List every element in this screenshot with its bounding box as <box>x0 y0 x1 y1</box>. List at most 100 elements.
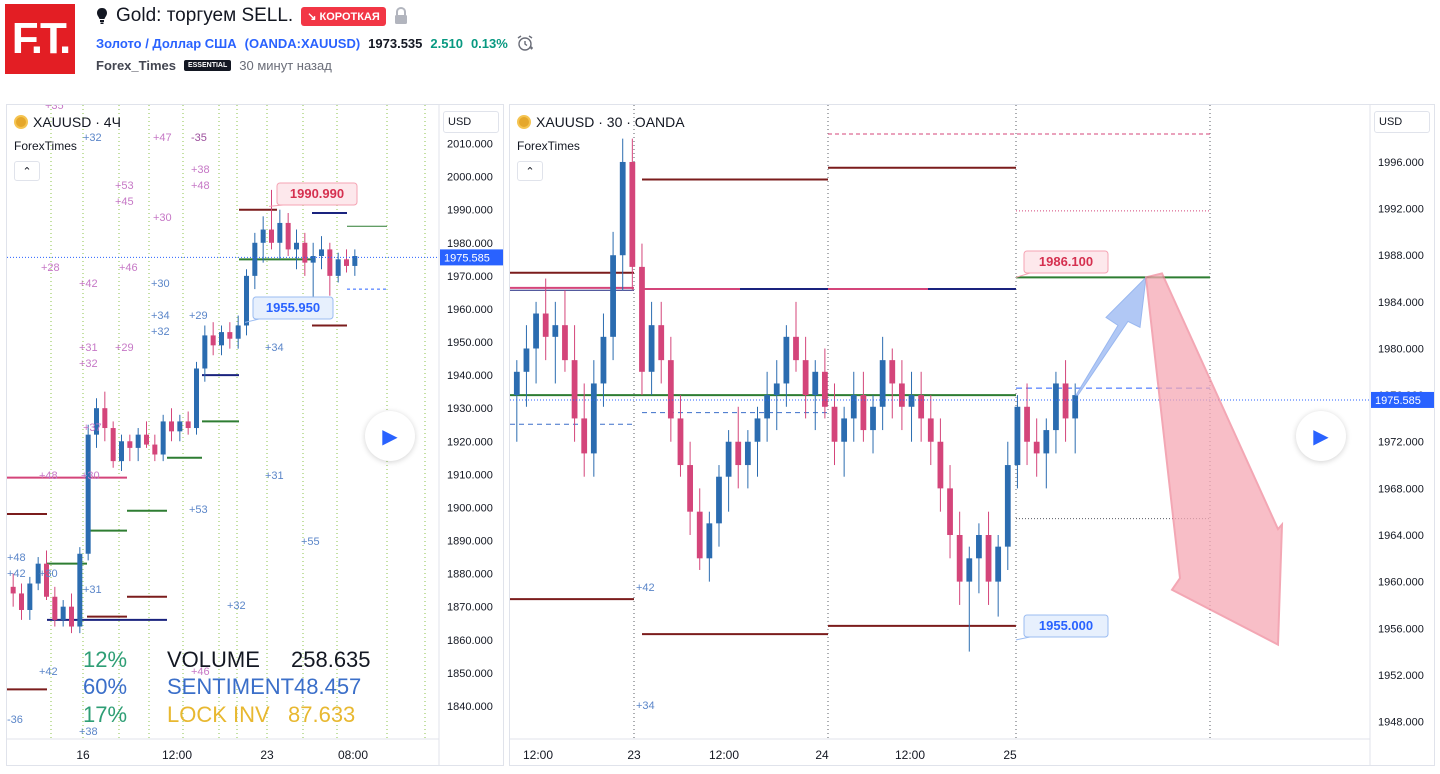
candle-body <box>44 563 49 597</box>
play-icon: ▶ <box>1313 425 1329 448</box>
price-callout-pointer <box>1015 636 1031 641</box>
price-axis-label: 1850.000 <box>447 668 493 680</box>
candle-body <box>687 465 693 512</box>
candle-body <box>523 348 530 372</box>
left-chart-legend[interactable]: XAUUSD · 4Ч <box>14 114 121 130</box>
candle-body <box>927 418 934 442</box>
right-play-button[interactable]: ▶ <box>1296 411 1346 461</box>
candle-body <box>639 266 645 372</box>
left-chart-pane[interactable]: 2010.000 2000.000 1990.000 1980.000 1970.000… <box>6 104 504 766</box>
time-axis-label: 25 <box>1003 748 1017 762</box>
candle-body <box>285 222 291 250</box>
candle-body <box>725 441 732 477</box>
candle-body <box>352 256 358 266</box>
candle-body <box>1043 430 1050 454</box>
order-counter-label: -35 <box>191 132 207 144</box>
price-axis-label: 1960.000 <box>447 304 493 316</box>
candle-body <box>1053 383 1059 431</box>
price-axis-label: 1980.000 <box>1378 343 1424 355</box>
time-axis-label: 08:00 <box>338 748 368 762</box>
order-counter-label: +55 <box>301 536 320 548</box>
price-axis-label: 2000.000 <box>447 172 493 184</box>
alarm-clock-icon[interactable] <box>516 34 534 52</box>
price-axis-label: 1940.000 <box>447 370 493 382</box>
right-chart-pane[interactable]: 1996.000 1992.000 1988.000 1984.000 1980.000… <box>509 104 1435 766</box>
candle-body <box>277 222 283 243</box>
time-axis-label: 12:00 <box>709 748 739 762</box>
right-currency-selector[interactable]: USD <box>1374 111 1430 133</box>
sentiment-value: 48.457 <box>294 674 362 699</box>
stat-pct-1: 12% <box>83 647 128 672</box>
order-counter-label: +30 <box>81 470 100 482</box>
order-counter-label: +31 <box>79 342 98 354</box>
symbol-code-link[interactable]: (OANDA:XAUUSD) <box>244 35 361 51</box>
candle-body <box>52 596 58 620</box>
price-change: 2.510 <box>430 35 463 51</box>
left-chart-canvas[interactable]: 2010.000 2000.000 1990.000 1980.000 1970.000… <box>7 105 504 766</box>
candle-body <box>889 360 896 384</box>
volume-label: VOLUME <box>167 647 260 672</box>
candle-body <box>102 408 108 429</box>
price-axis-label: 1920.000 <box>447 436 493 448</box>
candle-body <box>202 335 208 369</box>
candle-body <box>744 441 751 466</box>
chevron-up-icon[interactable]: ⌃ <box>14 161 40 181</box>
candle-body <box>260 229 266 243</box>
candle-body <box>60 606 66 620</box>
order-counter-label: -36 <box>7 714 23 726</box>
candle-body <box>533 313 539 349</box>
lock-icon <box>394 7 407 24</box>
left-indicator-name[interactable]: ForexTimes <box>14 139 77 153</box>
candle-body <box>581 418 588 454</box>
chevron-up-icon[interactable]: ⌃ <box>517 161 543 181</box>
candle-body <box>860 395 867 431</box>
right-chart-legend[interactable]: XAUUSD · 30 · OANDA <box>517 114 685 130</box>
symbol-name-link[interactable]: Золото / Доллар США <box>96 35 237 51</box>
order-counter-label: +48 <box>191 180 210 192</box>
sentiment-label: SENTIMENT <box>167 674 295 699</box>
price-axis-label: 1952.000 <box>1378 670 1424 682</box>
idea-title-row: Gold: торгуем SELL. ↘ КОРОТКАЯ <box>96 5 408 27</box>
gold-coin-icon <box>517 115 531 129</box>
price-callout-box <box>276 182 358 206</box>
candle-body <box>985 535 992 582</box>
price-axis-label: 1968.000 <box>1378 483 1424 495</box>
candle-body <box>513 371 520 396</box>
candle-body <box>590 383 597 454</box>
price-axis-label: 1970.000 <box>447 271 493 283</box>
candle-body <box>294 242 299 250</box>
candle-body <box>77 553 83 627</box>
last-price-badge-text: 1975.585 <box>444 252 490 264</box>
candle-body <box>793 336 799 361</box>
left-play-button[interactable]: ▶ <box>365 411 415 461</box>
candle-body <box>648 325 655 372</box>
candle-body <box>552 325 559 337</box>
author-name[interactable]: Forex_Times <box>96 58 176 73</box>
left-chart-symbol: XAUUSD · 4Ч <box>33 114 121 130</box>
candle-body <box>152 444 158 455</box>
price-callout-pointer <box>268 204 284 207</box>
price-callout-text: 1986.100 <box>1039 254 1093 269</box>
candle-body <box>144 434 149 445</box>
candle-body <box>252 242 258 276</box>
price-axis-label: 1870.000 <box>447 602 493 614</box>
candle-body <box>918 395 925 419</box>
stat-pct-2: 60% <box>83 674 128 699</box>
candle-body <box>302 242 308 263</box>
candle-body <box>1062 383 1069 419</box>
price-callout-pointer <box>244 318 260 323</box>
gold-coin-icon <box>14 115 28 129</box>
price-callout-pointer <box>1015 272 1031 278</box>
left-currency-selector[interactable]: USD <box>443 111 499 133</box>
candle-body <box>210 335 216 346</box>
right-chart-canvas[interactable]: 1996.000 1992.000 1988.000 1984.000 1980.000… <box>510 105 1435 766</box>
candle-body <box>831 406 838 442</box>
price-callout-text: 1955.950 <box>266 300 320 315</box>
order-counter-label: +34 <box>636 700 655 712</box>
right-indicator-name[interactable]: ForexTimes <box>517 139 580 153</box>
order-counter-label: +48 <box>39 470 58 482</box>
price-axis-label: 1950.000 <box>447 337 493 349</box>
candle-body <box>677 418 684 466</box>
candle-body <box>235 325 241 339</box>
forex-times-logo[interactable]: F.T. <box>5 4 75 74</box>
